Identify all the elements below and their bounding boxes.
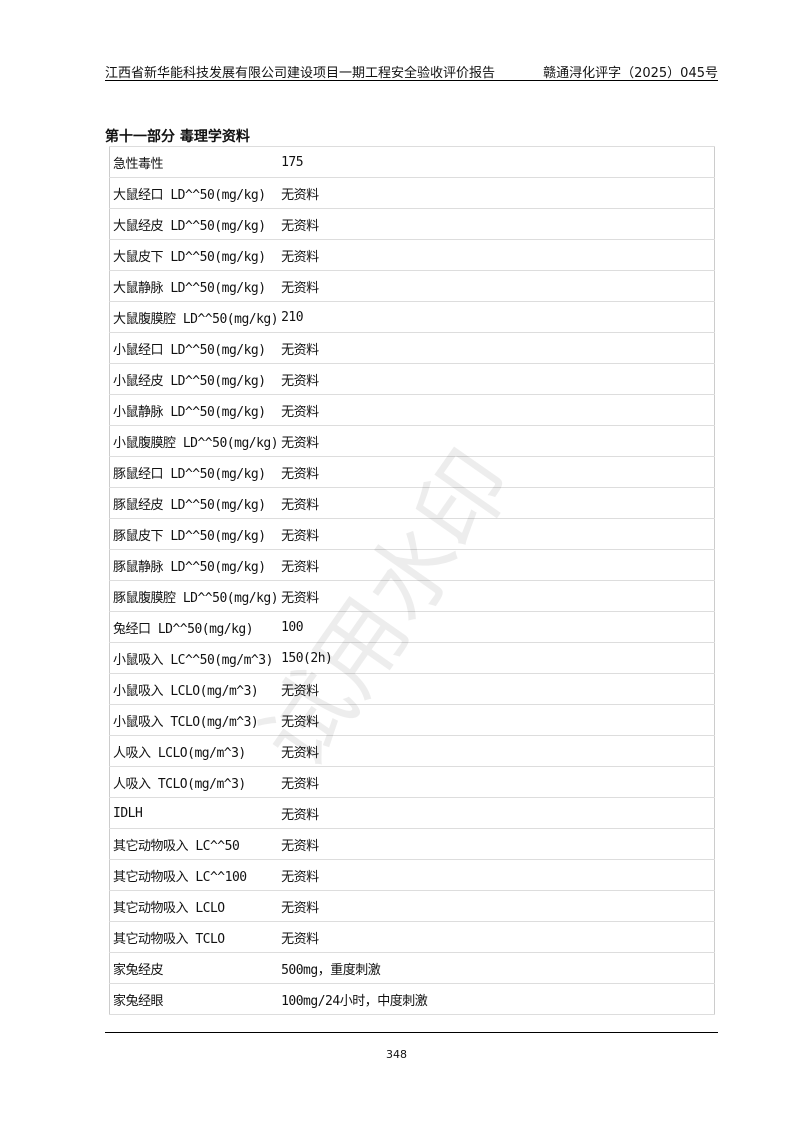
row-value: 210: [278, 301, 715, 333]
page-header: 江西省新华能科技发展有限公司建设项目一期工程安全验收评价报告 赣通浔化评字（20…: [105, 60, 718, 81]
table-row: 大鼠静脉 LD^^50(mg/kg) 无资料: [109, 270, 715, 302]
table-row: 小鼠静脉 LD^^50(mg/kg) 无资料: [109, 394, 715, 426]
row-label: 人吸入 LCLO(mg/m^3): [109, 735, 279, 767]
row-value: 无资料: [278, 363, 715, 395]
row-label: 小鼠吸入 LC^^50(mg/m^3): [109, 642, 279, 674]
row-value: 无资料: [278, 797, 715, 829]
table-row: 其它动物吸入 TCLO 无资料: [109, 921, 715, 953]
toxicology-table: 急性毒性 175 大鼠经口 LD^^50(mg/kg) 无资料 大鼠经皮 LD^^50(…: [109, 146, 715, 1015]
table-row: 豚鼠皮下 LD^^50(mg/kg) 无资料: [109, 518, 715, 550]
row-value: 无资料: [278, 208, 715, 240]
table-row: 豚鼠静脉 LD^^50(mg/kg) 无资料: [109, 549, 715, 581]
row-label: 小鼠吸入 LCLO(mg/m^3): [109, 673, 279, 705]
row-value: 500mg，重度刺激: [278, 952, 715, 984]
row-value: 无资料: [278, 704, 715, 736]
row-value: 无资料: [278, 673, 715, 705]
table-row: 人吸入 TCLO(mg/m^3) 无资料: [109, 766, 715, 798]
row-label: 小鼠腹膜腔 LD^^50(mg/kg): [109, 425, 279, 457]
row-label: 人吸入 TCLO(mg/m^3): [109, 766, 279, 798]
row-label: 小鼠静脉 LD^^50(mg/kg): [109, 394, 279, 426]
row-value: 150(2h): [278, 642, 715, 674]
row-value: 175: [278, 146, 715, 178]
row-value: 无资料: [278, 580, 715, 612]
row-label: 豚鼠腹膜腔 LD^^50(mg/kg): [109, 580, 279, 612]
row-value: 无资料: [278, 890, 715, 922]
table-row: 小鼠吸入 TCLO(mg/m^3) 无资料: [109, 704, 715, 736]
row-label: 其它动物吸入 TCLO: [109, 921, 279, 953]
row-label: 其它动物吸入 LC^^100: [109, 859, 279, 891]
table-row: 小鼠吸入 LC^^50(mg/m^3) 150(2h): [109, 642, 715, 674]
table-row: 豚鼠腹膜腔 LD^^50(mg/kg) 无资料: [109, 580, 715, 612]
table-row: 小鼠吸入 LCLO(mg/m^3) 无资料: [109, 673, 715, 705]
header-report-title: 江西省新华能科技发展有限公司建设项目一期工程安全验收评价报告: [105, 66, 496, 81]
row-label: 大鼠静脉 LD^^50(mg/kg): [109, 270, 279, 302]
row-label: 大鼠经口 LD^^50(mg/kg): [109, 177, 279, 209]
table-row: 其它动物吸入 LC^^50 无资料: [109, 828, 715, 860]
header-report-number: 赣通浔化评字（2025）045号: [543, 66, 718, 81]
row-value: 无资料: [278, 487, 715, 519]
table-row: 其它动物吸入 LCLO 无资料: [109, 890, 715, 922]
table-row: 家兔经皮 500mg，重度刺激: [109, 952, 715, 984]
row-value: 无资料: [278, 239, 715, 271]
row-label: 豚鼠经皮 LD^^50(mg/kg): [109, 487, 279, 519]
row-value: 无资料: [278, 394, 715, 426]
table-row: 其它动物吸入 LC^^100 无资料: [109, 859, 715, 891]
row-label: 其它动物吸入 LCLO: [109, 890, 279, 922]
row-value: 无资料: [278, 549, 715, 581]
row-value: 无资料: [278, 859, 715, 891]
row-label: 小鼠吸入 TCLO(mg/m^3): [109, 704, 279, 736]
row-value: 100: [278, 611, 715, 643]
table-row: 家兔经眼 100mg/24小时，中度刺激: [109, 983, 715, 1015]
row-value: 无资料: [278, 766, 715, 798]
table-row: IDLH 无资料: [109, 797, 715, 829]
row-value: 无资料: [278, 921, 715, 953]
row-value: 无资料: [278, 270, 715, 302]
footer-divider: [105, 1032, 718, 1033]
table-row: 小鼠经口 LD^^50(mg/kg) 无资料: [109, 332, 715, 364]
row-label: 家兔经眼: [109, 983, 279, 1015]
row-label: 小鼠经皮 LD^^50(mg/kg): [109, 363, 279, 395]
table-row: 兔经口 LD^^50(mg/kg) 100: [109, 611, 715, 643]
row-label: 家兔经皮: [109, 952, 279, 984]
table-row: 小鼠经皮 LD^^50(mg/kg) 无资料: [109, 363, 715, 395]
table-row: 小鼠腹膜腔 LD^^50(mg/kg) 无资料: [109, 425, 715, 457]
row-value: 无资料: [278, 518, 715, 550]
row-label: 小鼠经口 LD^^50(mg/kg): [109, 332, 279, 364]
row-label: 豚鼠经口 LD^^50(mg/kg): [109, 456, 279, 488]
table-row: 大鼠经口 LD^^50(mg/kg) 无资料: [109, 177, 715, 209]
row-value: 无资料: [278, 828, 715, 860]
table-row: 大鼠皮下 LD^^50(mg/kg) 无资料: [109, 239, 715, 271]
row-value: 100mg/24小时，中度刺激: [278, 983, 715, 1015]
row-label: 兔经口 LD^^50(mg/kg): [109, 611, 279, 643]
row-label: 大鼠经皮 LD^^50(mg/kg): [109, 208, 279, 240]
table-row: 大鼠经皮 LD^^50(mg/kg) 无资料: [109, 208, 715, 240]
row-label: 急性毒性: [109, 146, 279, 178]
row-label: 大鼠腹膜腔 LD^^50(mg/kg): [109, 301, 279, 333]
table-row: 豚鼠经口 LD^^50(mg/kg) 无资料: [109, 456, 715, 488]
row-value: 无资料: [278, 332, 715, 364]
section-title: 第十一部分 毒理学资料: [105, 129, 250, 145]
page-number: 348: [386, 1048, 407, 1061]
table-row: 豚鼠经皮 LD^^50(mg/kg) 无资料: [109, 487, 715, 519]
table-row: 急性毒性 175: [109, 146, 715, 178]
row-value: 无资料: [278, 735, 715, 767]
table-row: 大鼠腹膜腔 LD^^50(mg/kg) 210: [109, 301, 715, 333]
row-value: 无资料: [278, 177, 715, 209]
row-value: 无资料: [278, 456, 715, 488]
row-label: IDLH: [109, 797, 279, 829]
row-value: 无资料: [278, 425, 715, 457]
row-label: 其它动物吸入 LC^^50: [109, 828, 279, 860]
row-label: 豚鼠静脉 LD^^50(mg/kg): [109, 549, 279, 581]
table-row: 人吸入 LCLO(mg/m^3) 无资料: [109, 735, 715, 767]
row-label: 豚鼠皮下 LD^^50(mg/kg): [109, 518, 279, 550]
row-label: 大鼠皮下 LD^^50(mg/kg): [109, 239, 279, 271]
